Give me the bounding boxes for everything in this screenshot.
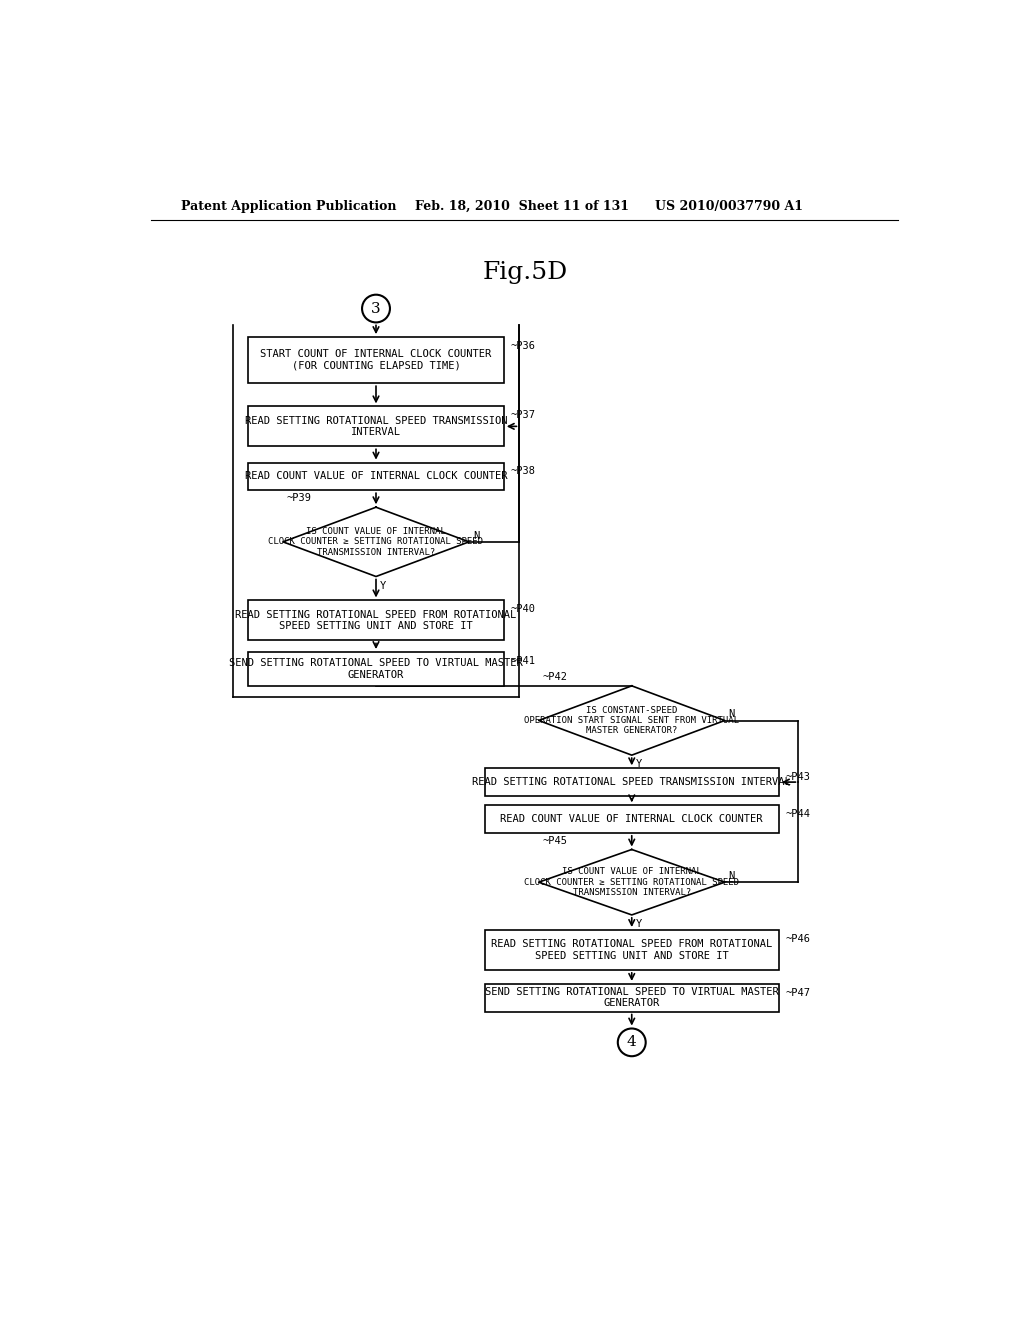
Bar [248, 652, 504, 686]
Text: IS CONSTANT-SPEED
OPERATION START SIGNAL SENT FROM VIRTUAL
MASTER GENERATOR?: IS CONSTANT-SPEED OPERATION START SIGNAL… [524, 706, 739, 735]
Bar [484, 805, 779, 833]
Text: READ SETTING ROTATIONAL SPEED TRANSMISSION INTERVAL: READ SETTING ROTATIONAL SPEED TRANSMISSI… [472, 777, 792, 787]
Text: IS COUNT VALUE OF INTERNAL
CLOCK COUNTER ≥ SETTING ROTATIONAL SPEED
TRANSMISSION: IS COUNT VALUE OF INTERNAL CLOCK COUNTER… [268, 527, 483, 557]
Text: ~P38: ~P38 [510, 466, 536, 477]
Text: READ COUNT VALUE OF INTERNAL CLOCK COUNTER: READ COUNT VALUE OF INTERNAL CLOCK COUNT… [245, 471, 507, 482]
Text: ~P36: ~P36 [510, 341, 536, 351]
Text: 3: 3 [371, 301, 381, 315]
Text: ~P44: ~P44 [785, 809, 810, 818]
Text: N: N [729, 709, 735, 719]
Text: ~P37: ~P37 [510, 411, 536, 420]
Bar [248, 462, 504, 490]
Bar [248, 337, 504, 383]
Text: READ SETTING ROTATIONAL SPEED FROM ROTATIONAL
SPEED SETTING UNIT AND STORE IT: READ SETTING ROTATIONAL SPEED FROM ROTAT… [492, 939, 772, 961]
Text: START COUNT OF INTERNAL CLOCK COUNTER
(FOR COUNTING ELAPSED TIME): START COUNT OF INTERNAL CLOCK COUNTER (F… [260, 350, 492, 371]
Text: Y: Y [380, 581, 386, 591]
Text: N: N [729, 871, 735, 880]
Bar [248, 407, 504, 446]
Text: ~P41: ~P41 [510, 656, 536, 665]
Text: Y: Y [636, 759, 642, 770]
Text: SEND SETTING ROTATIONAL SPEED TO VIRTUAL MASTER
GENERATOR: SEND SETTING ROTATIONAL SPEED TO VIRTUAL… [229, 659, 523, 680]
Text: ~P43: ~P43 [785, 772, 810, 781]
Bar [248, 601, 504, 640]
Bar [484, 768, 779, 796]
Text: 4: 4 [627, 1035, 637, 1049]
Text: US 2010/0037790 A1: US 2010/0037790 A1 [655, 199, 803, 213]
Text: ~P46: ~P46 [785, 933, 810, 944]
Text: ~P42: ~P42 [543, 672, 567, 682]
Text: Patent Application Publication: Patent Application Publication [180, 199, 396, 213]
Text: ~P39: ~P39 [287, 494, 312, 503]
Text: READ COUNT VALUE OF INTERNAL CLOCK COUNTER: READ COUNT VALUE OF INTERNAL CLOCK COUNT… [501, 814, 763, 824]
Text: SEND SETTING ROTATIONAL SPEED TO VIRTUAL MASTER
GENERATOR: SEND SETTING ROTATIONAL SPEED TO VIRTUAL… [485, 987, 778, 1008]
Text: Feb. 18, 2010  Sheet 11 of 131: Feb. 18, 2010 Sheet 11 of 131 [415, 199, 629, 213]
Text: ~P40: ~P40 [510, 605, 536, 614]
Bar [484, 929, 779, 970]
Bar [484, 983, 779, 1011]
Text: Y: Y [636, 919, 642, 929]
Text: ~P47: ~P47 [785, 987, 810, 998]
Text: N: N [473, 531, 479, 541]
Text: READ SETTING ROTATIONAL SPEED FROM ROTATIONAL
SPEED SETTING UNIT AND STORE IT: READ SETTING ROTATIONAL SPEED FROM ROTAT… [236, 610, 517, 631]
Text: ~P45: ~P45 [543, 836, 567, 846]
Text: Fig.5D: Fig.5D [482, 261, 567, 284]
Text: READ SETTING ROTATIONAL SPEED TRANSMISSION
INTERVAL: READ SETTING ROTATIONAL SPEED TRANSMISSI… [245, 416, 507, 437]
Text: IS COUNT VALUE OF INTERNAL
CLOCK COUNTER ≥ SETTING ROTATIONAL SPEED
TRANSMISSION: IS COUNT VALUE OF INTERNAL CLOCK COUNTER… [524, 867, 739, 898]
